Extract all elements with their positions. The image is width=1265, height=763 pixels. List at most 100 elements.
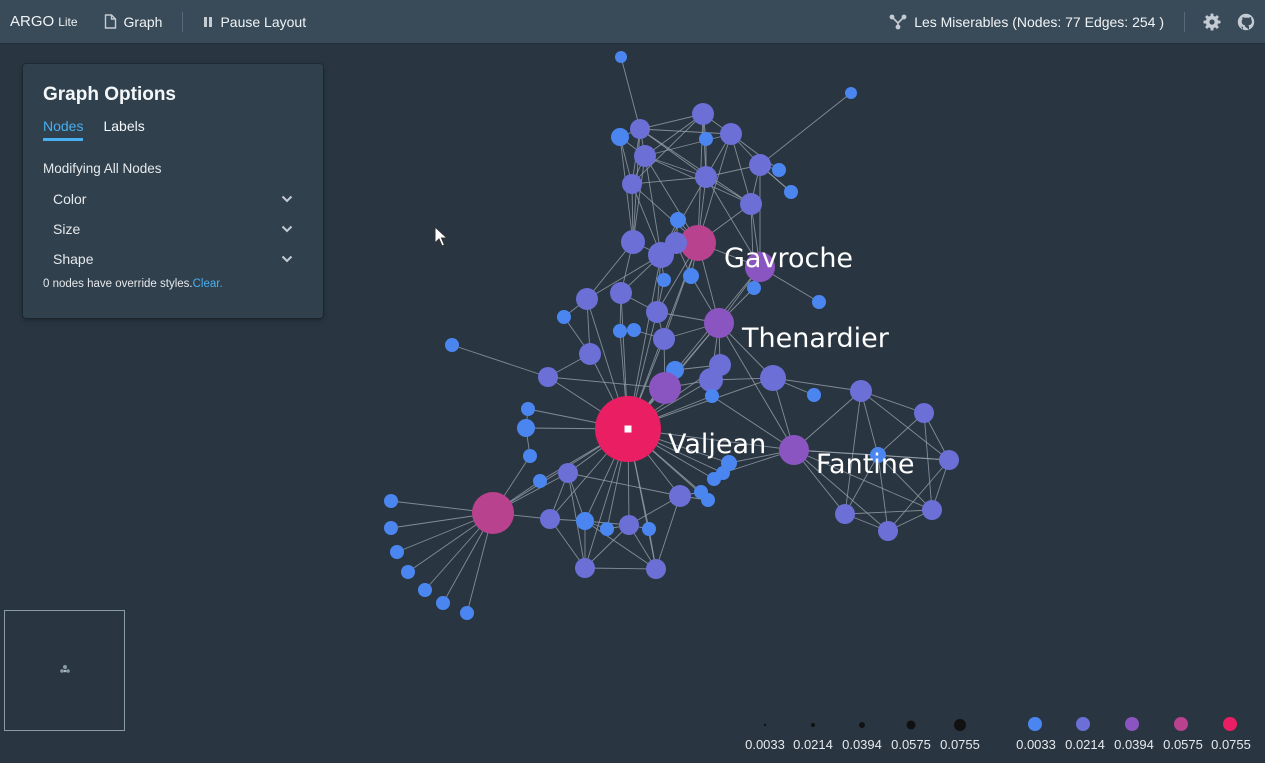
graph-node[interactable] <box>680 225 716 261</box>
graph-node[interactable] <box>621 230 645 254</box>
graph-node[interactable] <box>657 273 671 287</box>
graph-node[interactable] <box>558 463 578 483</box>
graph-node[interactable] <box>619 515 639 535</box>
graph-node[interactable] <box>472 492 514 534</box>
github-button[interactable] <box>1229 13 1265 31</box>
graph-node[interactable] <box>683 268 699 284</box>
graph-node[interactable] <box>716 466 730 480</box>
navbar-divider <box>182 11 184 32</box>
graph-node[interactable] <box>870 447 886 463</box>
graph-node[interactable] <box>634 145 656 167</box>
size-option-dropdown[interactable]: Size <box>43 214 303 244</box>
dataset-info-label: Les Miserables (Nodes: 77 Edges: 254 ) <box>914 14 1164 30</box>
graph-node[interactable] <box>914 403 934 423</box>
settings-button[interactable] <box>1195 13 1229 31</box>
graph-node[interactable] <box>401 565 415 579</box>
dataset-info-button[interactable]: Les Miserables (Nodes: 77 Edges: 254 ) <box>879 14 1174 30</box>
graph-node[interactable] <box>460 606 474 620</box>
graph-node[interactable] <box>878 521 898 541</box>
graph-node[interactable] <box>704 308 734 338</box>
graph-node[interactable] <box>745 252 775 282</box>
graph-node[interactable] <box>812 295 826 309</box>
graph-node[interactable] <box>835 504 855 524</box>
graph-edge <box>549 518 586 569</box>
graph-node[interactable] <box>600 522 614 536</box>
graph-node[interactable] <box>445 338 459 352</box>
graph-node[interactable] <box>533 474 547 488</box>
graph-node[interactable] <box>692 103 714 125</box>
graph-edge <box>644 133 732 157</box>
graph-node[interactable] <box>390 545 404 559</box>
graph-node[interactable] <box>720 123 742 145</box>
size-legend-dot <box>954 719 966 731</box>
graph-node[interactable] <box>669 485 691 507</box>
graph-node[interactable] <box>557 310 571 324</box>
graph-node[interactable] <box>779 435 809 465</box>
graph-node[interactable] <box>760 365 786 391</box>
graph-node[interactable] <box>646 559 666 579</box>
graph-node[interactable] <box>784 185 798 199</box>
graph-node[interactable] <box>610 282 632 304</box>
size-legend-label: 0.0214 <box>793 737 833 752</box>
graph-node[interactable] <box>699 132 713 146</box>
graph-node[interactable] <box>749 154 771 176</box>
graph-edge <box>772 377 862 392</box>
graph-node[interactable] <box>646 301 668 323</box>
graph-node[interactable] <box>845 87 857 99</box>
graph-edge <box>793 449 933 511</box>
graph-node[interactable] <box>939 450 959 470</box>
graph-node[interactable] <box>665 232 687 254</box>
graph-node[interactable] <box>384 494 398 508</box>
tab-nodes[interactable]: Nodes <box>43 118 84 141</box>
graph-node[interactable] <box>613 324 627 338</box>
graph-node[interactable] <box>807 388 821 402</box>
graph-node[interactable] <box>653 328 675 350</box>
graph-edge <box>639 128 752 205</box>
graph-node[interactable] <box>630 119 650 139</box>
graph-node[interactable] <box>772 163 786 177</box>
graph-node[interactable] <box>922 500 942 520</box>
tab-labels[interactable]: Labels <box>103 118 145 134</box>
graph-node[interactable] <box>538 367 558 387</box>
graph-node[interactable] <box>523 449 537 463</box>
graph-node[interactable] <box>575 558 595 578</box>
graph-edge <box>705 176 761 268</box>
graph-node[interactable] <box>622 174 642 194</box>
size-legend-dot <box>859 722 865 728</box>
graph-node[interactable] <box>740 193 762 215</box>
graph-nodes[interactable] <box>384 51 959 620</box>
graph-node[interactable] <box>695 166 717 188</box>
graph-node[interactable] <box>649 372 681 404</box>
graph-node[interactable] <box>627 323 641 337</box>
graph-node[interactable] <box>540 509 560 529</box>
graph-node[interactable] <box>747 281 761 295</box>
graph-node[interactable] <box>418 583 432 597</box>
graph-edge <box>644 113 704 157</box>
minimap[interactable] <box>4 610 125 731</box>
graph-node[interactable] <box>701 493 715 507</box>
graph-node[interactable] <box>576 512 594 530</box>
graph-edge <box>887 459 950 532</box>
graph-node[interactable] <box>642 522 656 536</box>
graph-menu-button[interactable]: Graph <box>94 14 173 30</box>
graph-edge <box>923 412 933 511</box>
graph-node[interactable] <box>670 212 686 228</box>
clear-overrides-link[interactable]: Clear. <box>192 278 223 290</box>
graph-node[interactable] <box>579 343 601 365</box>
graph-node[interactable] <box>521 402 535 416</box>
graph-node[interactable] <box>517 419 535 437</box>
graph-node[interactable] <box>705 389 719 403</box>
shape-option-dropdown[interactable]: Shape <box>43 244 303 274</box>
graph-node[interactable] <box>436 596 450 610</box>
graph-node[interactable] <box>699 368 723 392</box>
pause-layout-button[interactable]: Pause Layout <box>193 14 316 30</box>
graph-node[interactable] <box>850 380 872 402</box>
graph-node[interactable] <box>615 51 627 63</box>
graph-node[interactable] <box>576 288 598 310</box>
graph-node[interactable] <box>384 521 398 535</box>
color-option-dropdown[interactable]: Color <box>43 184 303 214</box>
graph-edge <box>632 155 646 243</box>
shape-option-label: Shape <box>53 251 94 267</box>
graph-node[interactable] <box>611 128 629 146</box>
